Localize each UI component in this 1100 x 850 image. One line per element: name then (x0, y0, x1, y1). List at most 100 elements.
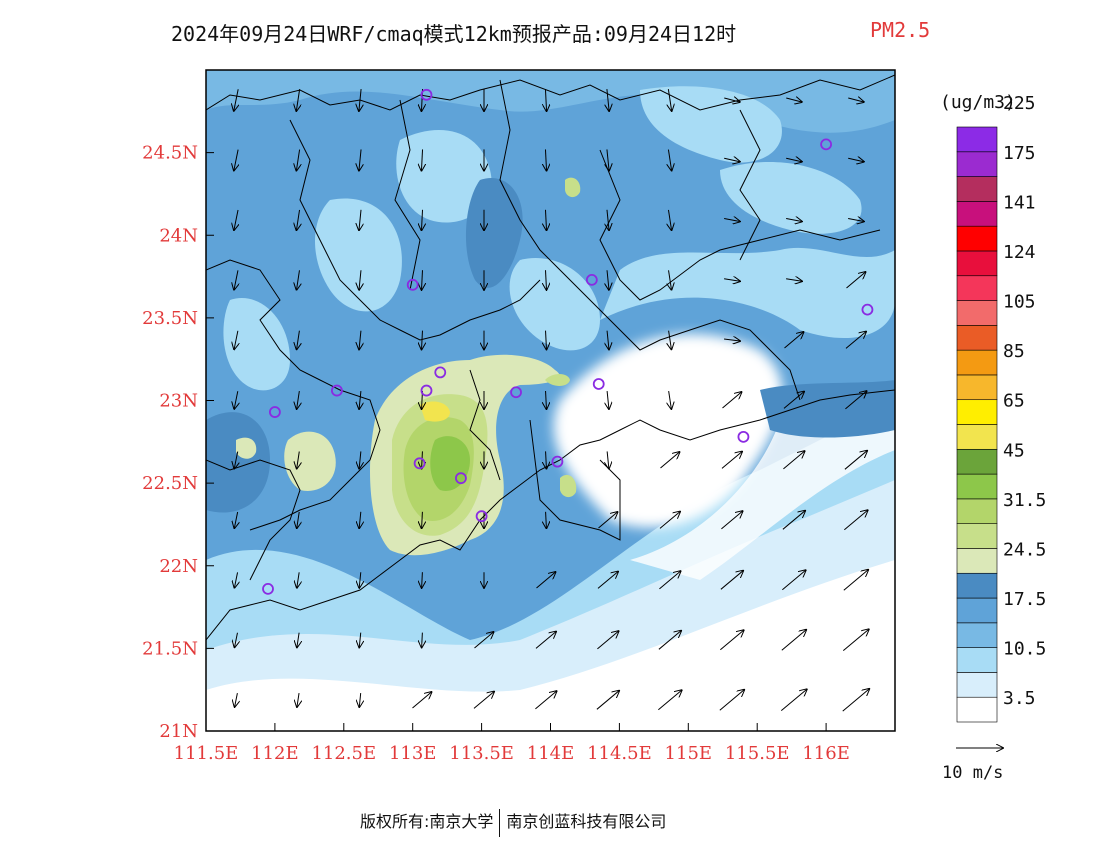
wind-arrow (297, 572, 299, 587)
wind-arrow (359, 511, 361, 528)
wind-arrow (359, 209, 361, 230)
wind-arrow (234, 149, 238, 171)
colorbar-label: 17.5 (1003, 589, 1046, 610)
wind-arrow (422, 330, 423, 350)
wind-arrow (668, 89, 671, 111)
wind-arrow (842, 689, 870, 712)
wind-arrow (359, 89, 361, 111)
wind-arrow (721, 452, 742, 469)
station-marker (268, 406, 281, 418)
x-tick-label: 114.5E (587, 743, 652, 764)
station-marker (331, 384, 343, 397)
wind-arrow (536, 572, 556, 589)
company-text: 南京创蓝科技有限公司 (506, 812, 667, 831)
wind-arrow (784, 332, 804, 349)
y-tick-label: 23.5N (142, 308, 198, 329)
wind-arrow (235, 632, 238, 648)
wind-arrow (844, 510, 867, 531)
wind-arrow (780, 689, 806, 712)
wind-arrow (474, 632, 494, 649)
wind-arrow (783, 392, 804, 409)
colorbar-swatch (956, 126, 998, 153)
wind-arrow (842, 629, 868, 652)
station-marker (413, 457, 426, 470)
colorbar-swatch (956, 399, 998, 425)
wind-arrow (359, 270, 361, 290)
x-tick-label: 115E (665, 743, 713, 764)
station-marker (861, 303, 874, 316)
x-tick-label: 116E (802, 743, 850, 764)
wind-arrow (297, 693, 299, 707)
wind-arrow (234, 511, 237, 528)
colorbar-swatch (956, 275, 998, 301)
x-tick-label: 111.5E (174, 743, 239, 764)
colorbar-swatch (956, 424, 998, 450)
wind-arrow (721, 511, 742, 530)
wind-arrow (722, 392, 742, 409)
wind-arrow (786, 279, 802, 282)
wind-arrow (545, 149, 546, 170)
wind-arrow (658, 690, 681, 711)
wind-arrow (848, 218, 864, 221)
wind-arrow (297, 451, 300, 468)
footer: 版权所有:南京大学 南京创蓝科技有限公司 (360, 808, 666, 837)
colorbar-swatch (956, 325, 998, 351)
y-tick-label: 23N (159, 391, 198, 412)
wind-arrow (422, 632, 423, 648)
wind-arrow (782, 570, 805, 591)
colorbar-labels: 3.5 10.5 17.5 24.5 31.5 45 65 85 105 124 141 175 225 (1003, 93, 1046, 709)
wind-arrow (596, 691, 619, 710)
wind-arrow (845, 332, 866, 349)
colorbar-swatch (956, 523, 998, 549)
wind-arrow (545, 88, 546, 111)
wind-arrow (724, 279, 740, 282)
copyright-text: 版权所有:南京大学 (360, 812, 494, 831)
y-tick-label: 22.5N (142, 473, 198, 494)
wind-arrow (669, 330, 672, 350)
wind-arrow (844, 451, 867, 470)
station-marker (820, 138, 832, 151)
wind-arrow (724, 218, 740, 221)
wind-arrow (545, 209, 546, 230)
y-axis: 21N 21.5N 22N 22.5N 23N 23.5N 24N 24.5N (142, 143, 214, 742)
wind-arrow (535, 632, 556, 649)
wind-arrow (720, 630, 743, 651)
colorbar-label: 3.5 (1003, 688, 1036, 709)
wind-arrow (297, 511, 299, 528)
y-tick-label: 22N (159, 556, 198, 577)
wind-arrow (421, 149, 422, 170)
wind-arrow (598, 512, 618, 529)
wind-arrow (607, 451, 609, 468)
monitoring-stations (262, 88, 874, 595)
wind-arrow (546, 330, 547, 350)
wind-arrow (607, 89, 609, 111)
wind-arrow (607, 149, 609, 170)
concentration-field (206, 70, 895, 731)
wind-arrow (669, 270, 672, 289)
wind-arrow (422, 451, 423, 468)
wind-arrow (297, 270, 300, 289)
wind-arrow (234, 391, 238, 409)
colorbar-swatch (956, 597, 998, 624)
colorbar-label: 65 (1003, 391, 1025, 412)
colorbar-swatch (956, 151, 998, 177)
x-tick-label: 113E (389, 743, 437, 764)
colorbar-swatch (956, 448, 998, 475)
colorbar-swatch (956, 498, 998, 524)
wind-arrow (297, 632, 299, 648)
wind-arrow (546, 451, 547, 468)
wind-vectors (234, 88, 870, 712)
wind-arrow (422, 511, 423, 528)
station-marker (420, 384, 433, 397)
wind-arrow (668, 149, 671, 171)
wind-arrow (296, 149, 299, 171)
wind-arrow (359, 451, 361, 468)
colorbar-swatch (956, 225, 998, 252)
station-marker (420, 88, 433, 101)
x-tick-label: 115.5E (725, 743, 790, 764)
wind-arrow (659, 512, 680, 529)
wind-arrow (848, 98, 864, 102)
colorbar-label: 10.5 (1003, 639, 1046, 660)
station-marker (551, 455, 564, 468)
colorbar (956, 126, 998, 723)
